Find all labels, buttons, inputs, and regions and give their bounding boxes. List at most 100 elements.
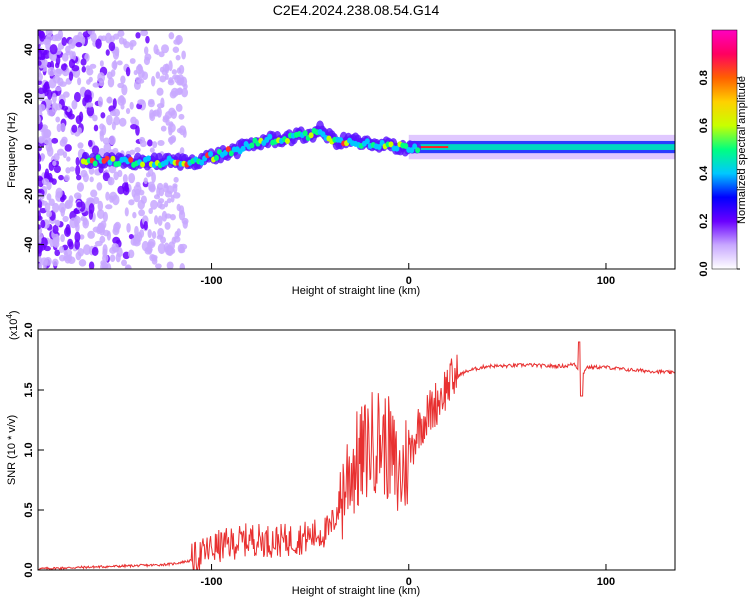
- noise-mark: [122, 182, 128, 191]
- noise-mark: [111, 243, 118, 252]
- noise-mark: [137, 99, 145, 105]
- noise-mark: [147, 245, 152, 255]
- noise-mark: [77, 142, 83, 148]
- noise-mark: [69, 71, 73, 80]
- noise-mark: [51, 138, 58, 144]
- noise-mark: [76, 42, 83, 47]
- noise-mark: [113, 98, 117, 108]
- noise-mark: [131, 238, 137, 246]
- noise-mark: [173, 185, 178, 194]
- noise-mark: [130, 124, 137, 130]
- noise-mark: [150, 147, 155, 152]
- noise-mark: [105, 192, 109, 201]
- noise-mark: [88, 140, 93, 147]
- noise-mark: [106, 97, 112, 104]
- noise-mark: [179, 125, 186, 135]
- noise-mark: [151, 172, 156, 183]
- snr-y-ticks: 0.00.51.01.52.0: [23, 322, 44, 577]
- noise-mark: [151, 76, 156, 87]
- ridge-mark: [303, 130, 308, 136]
- snr-y-axis-label: SNR (10 * v/v): [6, 415, 18, 485]
- noise-mark: [46, 211, 52, 218]
- snr-scale-note: (x104): [5, 310, 20, 340]
- noise-mark: [94, 125, 98, 132]
- ridge-mark: [214, 155, 219, 161]
- noise-mark: [110, 254, 115, 262]
- noise-mark: [112, 194, 120, 205]
- spectrogram-x-axis-label: Height of straight line (km): [292, 285, 420, 297]
- noise-mark: [62, 106, 68, 111]
- noise-mark: [76, 157, 80, 166]
- noise-mark: [144, 177, 148, 184]
- colorbar-gradient: [712, 30, 737, 269]
- noise-mark: [180, 263, 185, 272]
- noise-mark: [58, 175, 64, 180]
- noise-mark: [112, 61, 118, 69]
- spectrogram-y-tick-label: 40: [23, 43, 35, 55]
- colorbar-tick-label: 0.2: [698, 214, 710, 229]
- noise-mark: [83, 173, 89, 182]
- noise-mark: [89, 77, 93, 83]
- ridge-mark: [249, 142, 254, 148]
- snr-series-line: [38, 342, 674, 570]
- noise-mark: [110, 110, 117, 116]
- noise-mark: [87, 231, 95, 239]
- noise-mark: [62, 53, 69, 62]
- noise-mark: [109, 42, 116, 51]
- noise-mark: [114, 222, 121, 230]
- noise-mark: [178, 114, 184, 120]
- noise-mark: [52, 259, 59, 267]
- noise-mark: [37, 163, 41, 172]
- noise-mark: [81, 58, 87, 65]
- noise-mark: [92, 247, 99, 256]
- noise-mark: [76, 202, 82, 208]
- noise-mark: [119, 95, 125, 103]
- noise-mark: [45, 203, 51, 212]
- noise-mark: [47, 109, 55, 116]
- noise-mark: [106, 49, 110, 56]
- noise-mark: [89, 203, 95, 214]
- noise-mark: [65, 224, 70, 235]
- noise-mark: [76, 175, 81, 181]
- noise-mark: [140, 30, 148, 36]
- noise-mark: [92, 82, 99, 87]
- noise-mark: [167, 245, 174, 256]
- noise-mark: [163, 184, 169, 192]
- noise-mark: [141, 196, 147, 205]
- noise-mark: [59, 246, 64, 253]
- noise-mark: [55, 103, 62, 110]
- ridge-mark: [93, 161, 98, 167]
- noise-mark: [183, 220, 188, 229]
- noise-mark: [123, 174, 128, 183]
- noise-mark: [105, 33, 112, 44]
- snr-y-tick-label: 0.5: [23, 502, 35, 517]
- noise-mark: [123, 41, 130, 48]
- noise-mark: [95, 241, 103, 247]
- snr-x-tick-label: 100: [597, 576, 615, 588]
- noise-mark: [79, 259, 87, 266]
- noise-mark: [75, 165, 80, 176]
- colorbar-tick-label: 0.6: [698, 118, 710, 133]
- noise-mark: [148, 229, 152, 238]
- noise-mark: [108, 177, 115, 186]
- noise-mark: [144, 46, 148, 54]
- noise-mark: [130, 42, 134, 50]
- noise-mark: [168, 79, 175, 85]
- spectrogram-y-tick-label: -40: [23, 237, 35, 253]
- snr-plot-area: [38, 342, 674, 570]
- noise-mark: [140, 140, 147, 147]
- noise-mark: [57, 149, 65, 156]
- noise-mark: [42, 59, 47, 66]
- noise-mark: [71, 100, 77, 110]
- noise-mark: [106, 115, 113, 126]
- noise-mark: [40, 49, 48, 55]
- noise-mark: [168, 127, 172, 136]
- noise-mark: [173, 39, 179, 45]
- noise-mark: [79, 36, 85, 43]
- noise-mark: [112, 121, 116, 130]
- noise-mark: [74, 216, 81, 224]
- noise-mark: [119, 118, 127, 127]
- noise-mark: [63, 91, 70, 97]
- noise-mark: [168, 108, 175, 116]
- noise-mark: [134, 226, 139, 236]
